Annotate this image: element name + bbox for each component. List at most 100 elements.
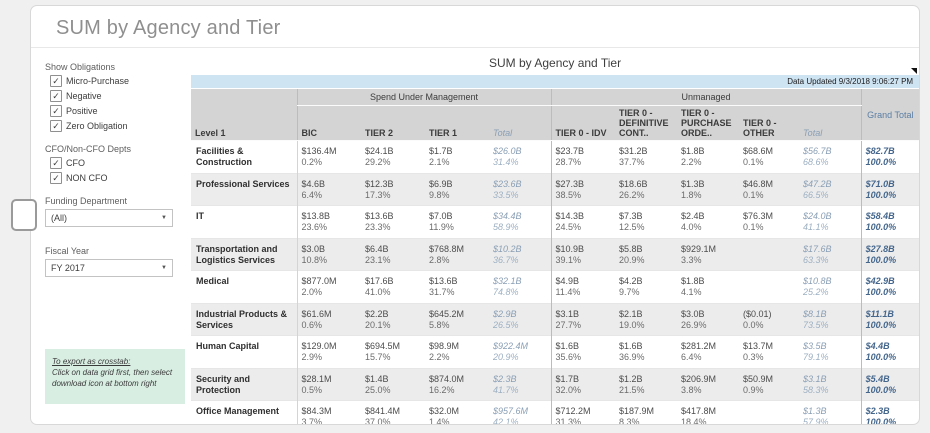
data-cell[interactable]: $13.6B 31.7% [429, 276, 458, 298]
data-cell[interactable]: $14.3B 24.5% [550, 205, 616, 238]
column-header-bic[interactable]: BIC [296, 105, 361, 141]
data-cell[interactable] [739, 271, 799, 304]
data-cell[interactable]: $7.3B 12.5% [619, 211, 645, 233]
data-cell[interactable]: $98.9M 2.2% [429, 341, 460, 363]
data-cell[interactable]: $1.6B 35.6% [550, 335, 616, 368]
data-cell[interactable]: $5.4B 100.0% [860, 368, 919, 401]
checkbox-item[interactable]: ✓ CFO [50, 157, 189, 169]
data-cell[interactable]: ($0.01) 0.0% [743, 308, 772, 330]
data-cell[interactable]: $4.4B 100.0% [860, 335, 919, 368]
data-cell[interactable]: $7.0B 11.9% [429, 211, 454, 233]
data-cell[interactable]: $18.6B 26.2% [619, 178, 648, 200]
data-cell[interactable]: $1.3B 57.9% [803, 406, 829, 425]
row-label[interactable]: IT [196, 211, 204, 221]
data-cell[interactable]: $1.4B 25.0% [365, 373, 391, 395]
data-cell[interactable]: $206.9M 3.8% [681, 373, 717, 395]
data-cell[interactable]: $841.4M 37.0% [365, 406, 401, 425]
data-cell[interactable]: $2.3B 41.7% [493, 373, 519, 395]
data-cell[interactable]: $929.1M 3.3% [681, 243, 717, 265]
data-cell[interactable]: $2.1B 19.0% [619, 308, 645, 330]
data-cell[interactable]: $3.1B 58.3% [803, 373, 829, 395]
data-cell[interactable]: $56.7B 68.6% [803, 146, 832, 168]
data-cell[interactable]: $26.0B 31.4% [493, 146, 522, 168]
data-cell[interactable]: $10.2B 36.7% [493, 243, 522, 265]
data-cell[interactable]: $4.2B 9.7% [619, 276, 643, 298]
row-label[interactable]: Industrial Products & Services [196, 308, 288, 330]
table-row[interactable]: IT $13.8B 23.6% $13.6B 23.3% $7.0B 11.9% $34.4B… [191, 205, 919, 238]
data-cell[interactable]: $3.1B 27.7% [550, 303, 616, 336]
data-cell[interactable]: $922.4M 20.9% [493, 341, 529, 363]
data-cell[interactable]: $1.3B 1.8% [681, 178, 705, 200]
data-cell[interactable]: $32.1B 74.8% [493, 276, 522, 298]
data-cell[interactable]: $1.6B 36.9% [619, 341, 645, 363]
data-cell[interactable]: $768.8M 2.8% [429, 243, 465, 265]
table-row[interactable]: Human Capital $129.0M 2.9% $694.5M 15.7% $98.… [191, 335, 919, 368]
data-cell[interactable]: $1.7B 32.0% [550, 368, 616, 401]
column-header-tier0-definitive[interactable]: TIER 0 - DEFINITIVE CONT.. [615, 105, 678, 141]
table-row[interactable]: Transportation and Logistics Services $3.… [191, 238, 919, 271]
checkbox-item[interactable]: ✓ Micro-Purchase [50, 75, 189, 87]
data-cell[interactable]: $417.8M 18.4% [681, 406, 717, 425]
data-cell[interactable]: $957.6M 42.1% [493, 406, 529, 425]
floating-checkbox[interactable] [11, 199, 37, 231]
data-cell[interactable]: $10.9B 39.1% [550, 238, 616, 271]
data-cell[interactable]: $61.6M 0.6% [296, 303, 361, 336]
column-header-tier2[interactable]: TIER 2 [361, 105, 425, 141]
data-cell[interactable]: $13.6B 23.3% [365, 211, 394, 233]
data-cell[interactable]: $4.6B 6.4% [296, 173, 361, 206]
data-cell[interactable]: $24.1B 29.2% [365, 146, 394, 168]
data-cell[interactable]: $84.3M 3.7% [296, 400, 361, 424]
data-cell[interactable]: $47.2B 66.5% [803, 178, 832, 200]
data-cell[interactable]: $645.2M 5.8% [429, 308, 465, 330]
row-label[interactable]: Security and Protection [196, 373, 251, 395]
data-cell[interactable]: $23.6B 33.5% [493, 178, 522, 200]
data-cell[interactable]: $17.6B 41.0% [365, 276, 394, 298]
column-header-tier0-idv[interactable]: TIER 0 - IDV [550, 105, 616, 141]
data-cell[interactable]: $712.2M 31.3% [550, 400, 616, 424]
data-cell[interactable]: $17.6B 63.3% [803, 243, 832, 265]
data-cell[interactable]: $2.2B 20.1% [365, 308, 391, 330]
data-cell[interactable]: $23.7B 28.7% [550, 140, 616, 173]
data-cell[interactable]: $31.2B 37.7% [619, 146, 648, 168]
data-cell[interactable] [739, 401, 799, 425]
data-cell[interactable]: $28.1M 0.5% [296, 368, 361, 401]
column-header-sum-total[interactable]: Total [489, 105, 552, 141]
table-row[interactable]: Industrial Products & Services $61.6M 0.6%… [191, 303, 919, 336]
group-header-unmanaged[interactable]: Unmanaged [550, 89, 862, 106]
data-cell[interactable]: $27.3B 38.5% [550, 173, 616, 206]
row-label[interactable]: Transportation and Logistics Services [196, 243, 278, 265]
data-cell[interactable]: $877.0M 2.0% [296, 270, 361, 303]
data-cell[interactable]: $6.9B 9.8% [429, 178, 453, 200]
data-cell[interactable]: $136.4M 0.2% [296, 140, 361, 173]
column-header-tier0-purchase[interactable]: TIER 0 - PURCHASE ORDE.. [677, 105, 740, 141]
row-label[interactable]: Professional Services [196, 178, 290, 189]
row-label[interactable]: Facilities & Construction [196, 146, 252, 168]
column-header-grand-total[interactable]: Grand Total [860, 89, 919, 141]
data-cell[interactable]: $10.8B 25.2% [803, 276, 832, 298]
data-cell[interactable]: $129.0M 2.9% [296, 335, 361, 368]
data-cell[interactable]: $694.5M 15.7% [365, 341, 401, 363]
data-cell[interactable]: $68.6M 0.1% [743, 146, 774, 168]
data-cell[interactable]: $11.1B 100.0% [860, 303, 919, 336]
checkbox-item[interactable]: ✓ Zero Obligation [50, 120, 189, 132]
data-cell[interactable]: $874.0M 16.2% [429, 373, 465, 395]
column-header-tier0-other[interactable]: TIER 0 - OTHER [739, 105, 800, 141]
data-cell[interactable]: $1.8B 2.2% [681, 146, 705, 168]
data-cell[interactable]: $8.1B 73.5% [803, 308, 829, 330]
fiscal-year-select[interactable]: FY 2017 ▼ [45, 259, 173, 277]
data-cell[interactable]: $34.4B 58.9% [493, 211, 522, 233]
row-label[interactable]: Human Capital [196, 341, 260, 351]
data-cell[interactable]: $2.3B 100.0% [860, 400, 919, 424]
data-cell[interactable]: $187.9M 8.3% [619, 406, 655, 425]
data-cell[interactable]: $42.9B 100.0% [860, 270, 919, 303]
row-label[interactable]: Medical [196, 276, 230, 286]
data-cell[interactable]: $2.9B 26.5% [493, 308, 519, 330]
data-cell[interactable]: $1.7B 2.1% [429, 146, 453, 168]
column-header-unmanaged-total[interactable]: Total [799, 105, 862, 141]
data-cell[interactable]: $46.8M 0.1% [743, 178, 774, 200]
data-cell[interactable]: $1.2B 21.5% [619, 373, 645, 395]
data-cell[interactable]: $5.8B 20.9% [619, 243, 645, 265]
data-cell[interactable]: $82.7B 100.0% [860, 140, 919, 173]
data-cell[interactable]: $3.5B 79.1% [803, 341, 829, 363]
data-cell[interactable]: $281.2M 6.4% [681, 341, 717, 363]
